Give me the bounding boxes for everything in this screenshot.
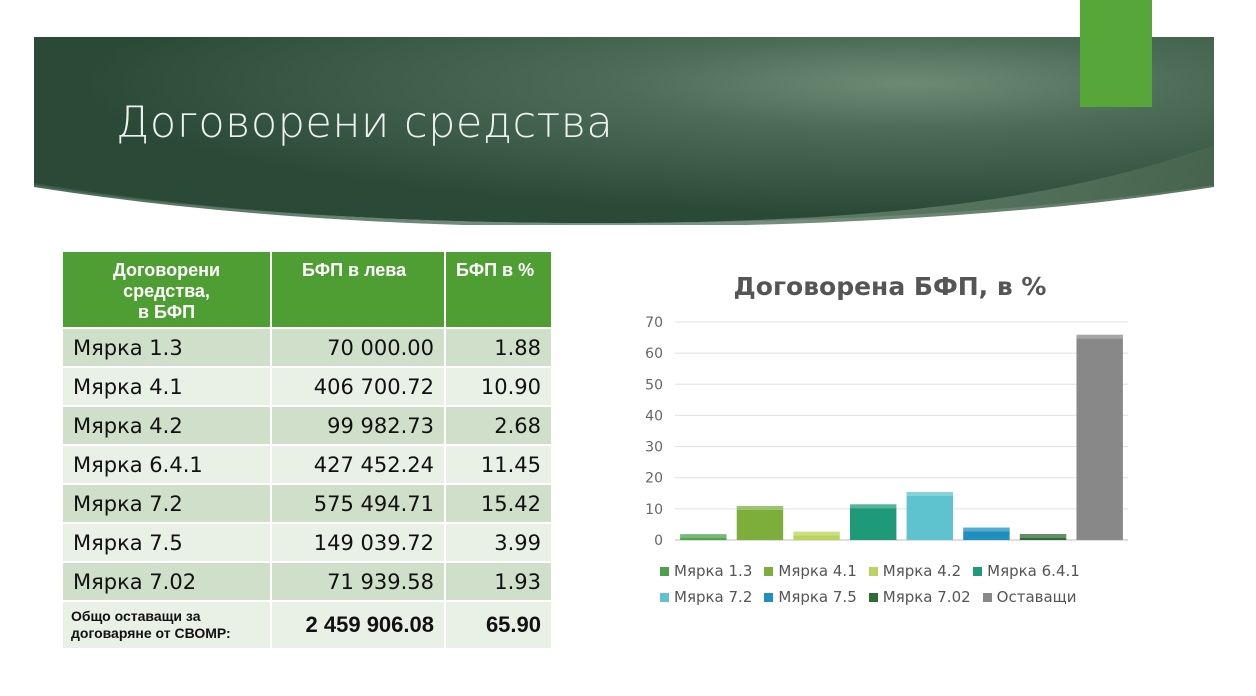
legend-item: Мярка 7.02 bbox=[868, 588, 971, 606]
row-amount: 149 039.72 bbox=[271, 522, 446, 562]
table-row: Мярка 4.2 99 982.73 2.68 bbox=[63, 405, 551, 445]
legend-swatch bbox=[982, 592, 992, 602]
legend-label: Мярка 1.3 bbox=[674, 562, 753, 580]
table-row: Мярка 7.2 575 494.71 15.42 bbox=[63, 483, 551, 523]
y-tick-label: 70 bbox=[645, 315, 663, 331]
bar-highlight bbox=[1076, 334, 1123, 339]
funds-table: Договорени средства, в БФП БФП в лева БФ… bbox=[63, 252, 551, 648]
total-label: Общо оставащи за договаряне от СВОМР: bbox=[63, 600, 272, 648]
bar-мярка-7.5 bbox=[963, 527, 1010, 540]
legend-row: Мярка 7.2 Мярка 7.5 Мярка 7.02 Оставащи bbox=[660, 588, 1130, 606]
y-tick-label: 40 bbox=[645, 408, 663, 424]
row-amount: 70 000.00 bbox=[271, 327, 446, 367]
bar-мярка-7.2 bbox=[906, 491, 954, 540]
row-label: Мярка 7.5 bbox=[63, 522, 272, 562]
legend-item: Мярка 4.2 bbox=[868, 562, 962, 580]
legend-item: Мярка 7.5 bbox=[764, 588, 857, 606]
legend-swatch bbox=[764, 592, 774, 602]
bar-highlight bbox=[793, 531, 840, 536]
row-percent: 1.88 bbox=[445, 327, 551, 367]
y-tick-label: 0 bbox=[654, 533, 663, 549]
row-percent: 10.90 bbox=[445, 366, 551, 406]
chart-title: Договорена БФП, в % bbox=[733, 272, 1047, 301]
header-amount: БФП в лева bbox=[271, 252, 446, 328]
title-banner bbox=[34, 37, 1214, 225]
row-amount: 575 494.71 bbox=[271, 483, 446, 523]
legend-label: Мярка 4.2 bbox=[882, 562, 962, 580]
bar-highlight bbox=[1019, 533, 1067, 538]
legend-item: Мярка 6.4.1 bbox=[973, 562, 1080, 580]
bar-оставащи bbox=[1076, 334, 1123, 540]
table-row: Мярка 6.4.1 427 452.24 11.45 bbox=[63, 444, 551, 484]
table-row: Мярка 4.1 406 700.72 10.90 bbox=[63, 366, 551, 406]
bar-highlight bbox=[849, 504, 897, 509]
legend-swatch bbox=[868, 592, 878, 602]
row-percent: 1.93 bbox=[445, 561, 551, 601]
table-row: Мярка 7.5 149 039.72 3.99 bbox=[63, 522, 551, 562]
row-amount: 427 452.24 bbox=[271, 444, 446, 484]
row-amount: 406 700.72 bbox=[271, 366, 446, 406]
bar-highlight bbox=[906, 491, 954, 496]
legend-label: Мярка 6.4.1 bbox=[987, 562, 1080, 580]
y-tick-label: 60 bbox=[645, 346, 663, 362]
header-measure: Договорени средства, в БФП bbox=[63, 252, 272, 328]
bar-highlight bbox=[680, 534, 727, 539]
table-row: Мярка 1.3 70 000.00 1.88 bbox=[63, 327, 551, 367]
legend-item: Мярка 4.1 bbox=[764, 562, 857, 580]
bar-мярка-6.4.1 bbox=[849, 504, 897, 540]
legend-label: Мярка 7.5 bbox=[778, 588, 857, 606]
bar-мярка-4.2 bbox=[793, 531, 840, 540]
legend-label: Оставащи bbox=[996, 588, 1077, 606]
header-percent: БФП в % bbox=[445, 252, 551, 328]
row-amount: 71 939.58 bbox=[271, 561, 446, 601]
legend-swatch bbox=[764, 566, 774, 576]
bar-мярка-7.02 bbox=[1019, 533, 1067, 540]
legend-item: Оставащи bbox=[982, 588, 1077, 606]
legend-swatch bbox=[660, 566, 669, 576]
y-tick-label: 10 bbox=[645, 502, 663, 518]
row-percent: 15.42 bbox=[445, 483, 551, 523]
legend-label: Мярка 4.1 bbox=[778, 562, 857, 580]
legend-swatch bbox=[868, 566, 878, 576]
y-tick-label: 30 bbox=[645, 440, 663, 456]
row-label: Мярка 7.02 bbox=[63, 561, 272, 601]
total-percent: 65.90 bbox=[445, 600, 551, 648]
legend-swatch bbox=[973, 566, 983, 576]
row-percent: 2.68 bbox=[445, 405, 551, 445]
bar-мярка-4.1 bbox=[736, 506, 784, 540]
y-tick-label: 20 bbox=[645, 471, 663, 487]
total-amount: 2 459 906.08 bbox=[271, 600, 446, 648]
legend-label: Мярка 7.2 bbox=[674, 588, 753, 606]
legend-label: Мярка 7.02 bbox=[882, 588, 971, 606]
row-label: Мярка 4.1 bbox=[63, 366, 272, 406]
table-header-row: Договорени средства, в БФП БФП в лева БФ… bbox=[63, 252, 551, 328]
total-row: Общо оставащи за договаряне от СВОМР: 2 4… bbox=[63, 600, 551, 648]
legend-item: Мярка 7.2 bbox=[660, 588, 752, 606]
row-amount: 99 982.73 bbox=[271, 405, 446, 445]
y-tick-label: 50 bbox=[645, 377, 663, 393]
row-label: Мярка 4.2 bbox=[63, 405, 272, 445]
slide-title: Договорени средства bbox=[116, 98, 614, 148]
legend-row: Мярка 1.3 Мярка 4.1 Мярка 4.2 Мярка 6.4.1 bbox=[660, 562, 1130, 580]
bar-highlight bbox=[963, 527, 1010, 532]
accent-bar bbox=[1080, 0, 1152, 107]
row-label: Мярка 7.2 bbox=[63, 483, 272, 523]
table-row: Мярка 7.02 71 939.58 1.93 bbox=[63, 561, 551, 601]
row-percent: 3.99 bbox=[445, 522, 551, 562]
row-label: Мярка 1.3 bbox=[63, 327, 272, 367]
row-label: Мярка 6.4.1 bbox=[63, 444, 272, 484]
legend-item: Мярка 1.3 bbox=[660, 562, 752, 580]
bar-highlight bbox=[736, 506, 784, 511]
row-percent: 11.45 bbox=[445, 444, 551, 484]
bar-мярка-1.3 bbox=[680, 534, 727, 540]
legend-swatch bbox=[660, 592, 669, 602]
chart-legend: Мярка 1.3 Мярка 4.1 Мярка 4.2 Мярка 6.4.1 Мя… bbox=[660, 562, 1130, 614]
bar-chart: 0 10 20 30 40 50 60 70 bbox=[645, 315, 1128, 549]
